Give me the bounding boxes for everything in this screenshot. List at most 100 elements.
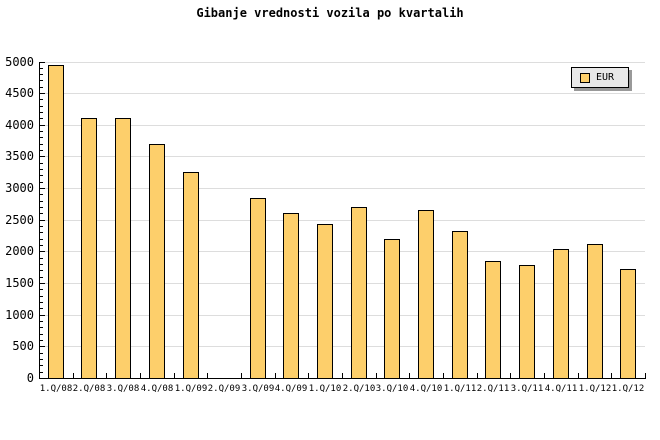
- x-tick: [174, 373, 175, 378]
- y-axis-tick-label: 1500: [5, 276, 34, 290]
- bar: [418, 210, 434, 379]
- y-minor-tick: [40, 144, 43, 145]
- bar: [115, 118, 131, 379]
- y-minor-tick: [40, 213, 43, 214]
- y-minor-tick: [40, 359, 43, 360]
- y-axis-tick-label: 4000: [5, 118, 34, 132]
- y-minor-tick: [40, 80, 43, 81]
- legend-label: EUR: [596, 71, 615, 83]
- y-minor-tick: [40, 239, 43, 240]
- bar: [519, 265, 535, 379]
- y-major-tick: [40, 346, 45, 347]
- y-minor-tick: [40, 327, 43, 328]
- bar: [587, 244, 603, 379]
- y-minor-tick: [40, 372, 43, 373]
- y-minor-tick: [40, 68, 43, 69]
- y-axis-tick-label: 500: [12, 339, 34, 353]
- y-major-tick: [40, 251, 45, 252]
- x-tick: [443, 373, 444, 378]
- x-tick: [308, 373, 309, 378]
- bar: [149, 144, 165, 379]
- bar: [351, 207, 367, 379]
- x-axis-label: 3.Q/08: [106, 384, 140, 394]
- y-major-tick: [40, 283, 45, 284]
- x-tick: [39, 373, 40, 378]
- x-tick: [140, 373, 141, 378]
- y-major-tick: [40, 315, 45, 316]
- y-major-tick: [40, 378, 45, 379]
- bar: [317, 224, 333, 379]
- bar: [485, 261, 501, 379]
- x-tick: [409, 373, 410, 378]
- y-minor-tick: [40, 245, 43, 246]
- y-minor-tick: [40, 99, 43, 100]
- x-axis-label: 1.Q/12: [578, 384, 612, 394]
- legend-swatch-icon: [580, 72, 590, 83]
- y-axis-tick-label: 3000: [5, 181, 34, 195]
- gridline: [39, 156, 645, 157]
- y-axis-tick-label: 2500: [5, 213, 34, 227]
- y-minor-tick: [40, 131, 43, 132]
- gridline: [39, 220, 645, 221]
- y-minor-tick: [40, 340, 43, 341]
- x-tick: [510, 373, 511, 378]
- bar: [283, 213, 299, 379]
- x-axis-label: 3.Q/11: [510, 384, 544, 394]
- x-tick: [342, 373, 343, 378]
- x-axis-label: 1.Q/10: [308, 384, 342, 394]
- y-minor-tick: [40, 169, 43, 170]
- x-tick: [207, 373, 208, 378]
- bar: [452, 231, 468, 379]
- y-minor-tick: [40, 277, 43, 278]
- x-tick: [275, 373, 276, 378]
- x-axis-label: 4.Q/11: [544, 384, 578, 394]
- x-tick: [611, 373, 612, 378]
- y-axis-line: [39, 62, 40, 379]
- y-axis-tick-label: 2000: [5, 244, 34, 258]
- y-minor-tick: [40, 175, 43, 176]
- bar: [384, 239, 400, 379]
- y-major-tick: [40, 93, 45, 94]
- y-minor-tick: [40, 112, 43, 113]
- x-axis-label: 1.Q/12: [611, 384, 645, 394]
- y-minor-tick: [40, 201, 43, 202]
- y-major-tick: [40, 156, 45, 157]
- y-minor-tick: [40, 264, 43, 265]
- x-axis-label: 3.Q/10: [375, 384, 409, 394]
- y-minor-tick: [40, 302, 43, 303]
- y-minor-tick: [40, 226, 43, 227]
- x-tick: [578, 373, 579, 378]
- y-major-tick: [40, 220, 45, 221]
- y-minor-tick: [40, 270, 43, 271]
- gridline: [39, 62, 645, 63]
- y-minor-tick: [40, 106, 43, 107]
- y-axis-tick-label: 1000: [5, 308, 34, 322]
- y-minor-tick: [40, 150, 43, 151]
- y-axis-tick-label: 3500: [5, 149, 34, 163]
- y-axis-tick-label: 0: [26, 371, 34, 385]
- y-minor-tick: [40, 232, 43, 233]
- bar: [183, 172, 199, 379]
- x-tick: [106, 373, 107, 378]
- y-minor-tick: [40, 137, 43, 138]
- y-axis-tick-label: 5000: [5, 55, 34, 69]
- x-tick: [241, 373, 242, 378]
- bar: [553, 249, 569, 379]
- x-tick: [544, 373, 545, 378]
- y-major-tick: [40, 188, 45, 189]
- y-minor-tick: [40, 334, 43, 335]
- gridline: [39, 283, 645, 284]
- gridline: [39, 188, 645, 189]
- x-axis-label: 1.Q/11: [443, 384, 477, 394]
- y-axis-tick-label: 4500: [5, 86, 34, 100]
- legend: EUR: [571, 67, 629, 88]
- x-tick: [73, 373, 74, 378]
- gridline: [39, 93, 645, 94]
- gridline: [39, 251, 645, 252]
- x-tick: [645, 373, 646, 378]
- y-minor-tick: [40, 163, 43, 164]
- y-minor-tick: [40, 289, 43, 290]
- chart-title: Gibanje vrednosti vozila po kvartalih: [196, 6, 464, 20]
- x-axis-label: 2.Q/11: [476, 384, 510, 394]
